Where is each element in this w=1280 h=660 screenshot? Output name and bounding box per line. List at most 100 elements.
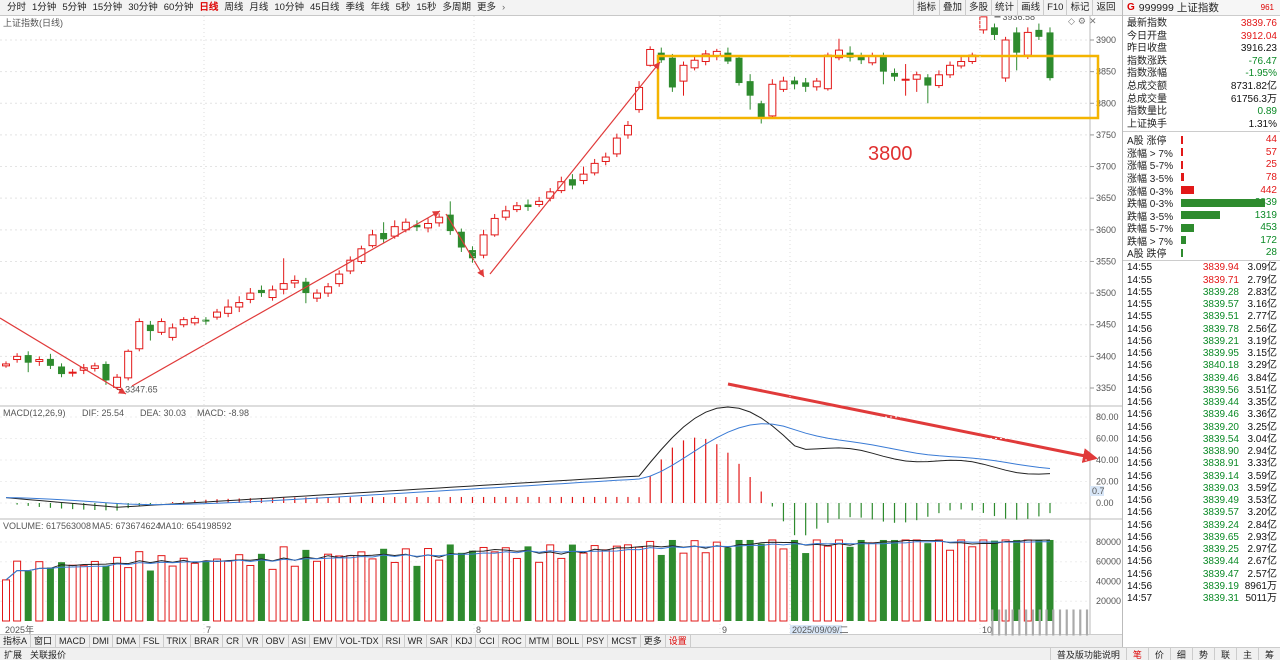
status-button[interactable]: 普及版功能说明 bbox=[1049, 647, 1126, 660]
period-tab[interactable]: 月线 bbox=[249, 1, 269, 13]
indicator-tab[interactable]: KDJ bbox=[452, 635, 477, 647]
indicator-tab[interactable]: 窗口 bbox=[31, 635, 57, 647]
volume-bar bbox=[35, 561, 44, 622]
status-button[interactable]: 价 bbox=[1147, 647, 1170, 660]
period-tab[interactable]: 15分钟 bbox=[92, 1, 123, 13]
distribution-bar-track bbox=[1179, 159, 1243, 171]
status-button[interactable]: 筹 bbox=[1257, 647, 1280, 660]
toolbar-button[interactable]: 画线 bbox=[1017, 0, 1043, 16]
stat-row: 指数涨幅 -1.95% bbox=[1123, 68, 1280, 81]
tick-time: 14:56 bbox=[1127, 556, 1153, 568]
period-tab[interactable]: 多周期 bbox=[442, 1, 471, 13]
period-tab[interactable]: 5分钟 bbox=[62, 1, 87, 13]
settings-icon[interactable]: ⚙ bbox=[1077, 16, 1086, 26]
candle bbox=[146, 324, 154, 332]
distribution-label: A股 跌停 bbox=[1127, 249, 1167, 261]
indicator-tab[interactable]: MACD bbox=[56, 635, 90, 647]
volume-bar bbox=[368, 558, 377, 622]
indicator-tab[interactable]: MTM bbox=[526, 635, 554, 647]
stock-name: 上证指数 bbox=[1176, 2, 1219, 14]
period-tab[interactable]: 30分钟 bbox=[128, 1, 158, 13]
indicator-tab[interactable]: PSY bbox=[583, 635, 609, 647]
status-button[interactable]: 势 bbox=[1191, 647, 1214, 660]
toolbar-button[interactable]: 标记 bbox=[1066, 0, 1092, 16]
date-label: 2025年 bbox=[5, 624, 34, 634]
indicator-tab[interactable]: 设置 bbox=[666, 635, 691, 647]
period-tab[interactable]: 分时 bbox=[7, 1, 27, 13]
indicator-tab[interactable]: DMI bbox=[90, 635, 114, 647]
indicator-tab[interactable]: BRAR bbox=[191, 635, 224, 647]
indicator-tab[interactable]: 指标A bbox=[0, 635, 32, 647]
candle bbox=[324, 286, 333, 294]
status-button[interactable]: 细 bbox=[1169, 647, 1192, 660]
trend-arrow bbox=[727, 382, 1098, 463]
period-tab[interactable]: 15秒 bbox=[416, 1, 437, 13]
candle bbox=[990, 27, 998, 35]
period-tab[interactable]: 60分钟 bbox=[163, 1, 194, 13]
indicator-tab[interactable]: VOL-TDX bbox=[337, 635, 383, 647]
toolbar-button[interactable]: 返回 bbox=[1092, 0, 1118, 16]
indicator-tab[interactable]: FSL bbox=[140, 635, 164, 647]
tick-amount: 2.79亿 bbox=[1247, 274, 1277, 286]
period-tab[interactable]: 季线 bbox=[345, 1, 365, 13]
indicator-tab[interactable]: OBV bbox=[263, 635, 289, 647]
distribution-bar bbox=[1181, 148, 1183, 157]
period-tab[interactable]: 5秒 bbox=[395, 1, 411, 13]
indicator-tab[interactable]: EMV bbox=[310, 635, 337, 647]
toolbar-button[interactable]: 叠加 bbox=[939, 0, 965, 16]
indicator-tab[interactable]: CCI bbox=[476, 635, 499, 647]
diamond-icon[interactable]: ◇ bbox=[1068, 16, 1075, 26]
tick-row: 14:56 3839.46 3.36亿 bbox=[1123, 409, 1280, 421]
related-quote-button[interactable]: 关联报价 bbox=[30, 649, 67, 660]
status-button[interactable]: 笔 bbox=[1125, 647, 1148, 660]
indicator-tab[interactable]: ASI bbox=[289, 635, 311, 647]
indicator-tab[interactable]: RSI bbox=[383, 635, 405, 647]
distribution-value: 453 bbox=[1260, 222, 1277, 234]
g-icon[interactable]: G bbox=[1127, 2, 1135, 13]
status-button[interactable]: 联 bbox=[1213, 647, 1236, 660]
candle bbox=[901, 78, 910, 81]
period-tab[interactable]: 日线 bbox=[199, 1, 219, 13]
chart-canvas[interactable]: 上证指数(日线) 3900 3850 3800 3750 3700 3650 3600 3550… bbox=[0, 16, 1122, 634]
tick-price: 3839.44 bbox=[1202, 556, 1239, 568]
consolidation-box bbox=[656, 54, 1100, 120]
indicator-tab[interactable]: ROC bbox=[499, 635, 526, 647]
macd-hint: 0.7 bbox=[1092, 486, 1105, 496]
indicator-tab[interactable]: WR bbox=[405, 635, 427, 647]
tick-row: 14:56 3839.44 3.35亿 bbox=[1123, 397, 1280, 409]
volume-bar bbox=[257, 553, 265, 621]
period-tab[interactable]: 45日线 bbox=[309, 1, 340, 13]
chart-title: 上证指数(日线) bbox=[3, 17, 63, 28]
toolbar-button[interactable]: 多股 bbox=[965, 0, 991, 16]
indicator-tab[interactable]: DMA bbox=[113, 635, 141, 647]
indicator-tab[interactable]: CR bbox=[223, 635, 244, 647]
indicator-tab[interactable]: 更多 bbox=[641, 635, 666, 647]
tick-list[interactable]: 14:55 3839.94 3.09亿 14:55 3839.71 2.79亿 14:55 3… bbox=[1123, 261, 1280, 605]
status-button[interactable]: 主 bbox=[1235, 647, 1258, 660]
period-tab[interactable]: 1分钟 bbox=[32, 1, 57, 13]
period-tab[interactable]: 10分钟 bbox=[274, 1, 304, 13]
chevron-right-icon[interactable]: › bbox=[501, 1, 506, 13]
tick-row: 14:56 3839.54 3.04亿 bbox=[1123, 434, 1280, 446]
toolbar-button[interactable]: 统计 bbox=[991, 0, 1017, 16]
kline-chart[interactable]: 上证指数(日线) 3900 3850 3800 3750 3700 3650 3600 3550… bbox=[0, 16, 1122, 634]
toolbar-button[interactable]: F10 bbox=[1043, 0, 1066, 16]
period-tab[interactable]: 更多 bbox=[476, 1, 496, 13]
close-icon[interactable]: ✕ bbox=[1089, 16, 1097, 26]
distribution-value: 2839 bbox=[1254, 197, 1277, 209]
period-tab[interactable]: 年线 bbox=[370, 1, 390, 13]
tick-price: 3839.28 bbox=[1202, 286, 1239, 298]
volume-bar bbox=[579, 552, 588, 622]
indicator-tab[interactable]: BOLL bbox=[553, 635, 584, 647]
indicator-tab[interactable]: TRIX bbox=[164, 635, 192, 647]
volume-bar bbox=[157, 555, 166, 622]
indicator-tab[interactable]: VR bbox=[243, 635, 263, 647]
indicator-tab[interactable]: SAR bbox=[427, 635, 453, 647]
expand-button[interactable]: 扩展 bbox=[4, 649, 23, 660]
candle bbox=[202, 319, 210, 322]
distribution-value: 78 bbox=[1265, 171, 1277, 183]
indicator-tab[interactable]: MCST bbox=[608, 635, 641, 647]
period-tab[interactable]: 周线 bbox=[224, 1, 244, 13]
toolbar-button[interactable]: 指标 bbox=[913, 0, 939, 16]
